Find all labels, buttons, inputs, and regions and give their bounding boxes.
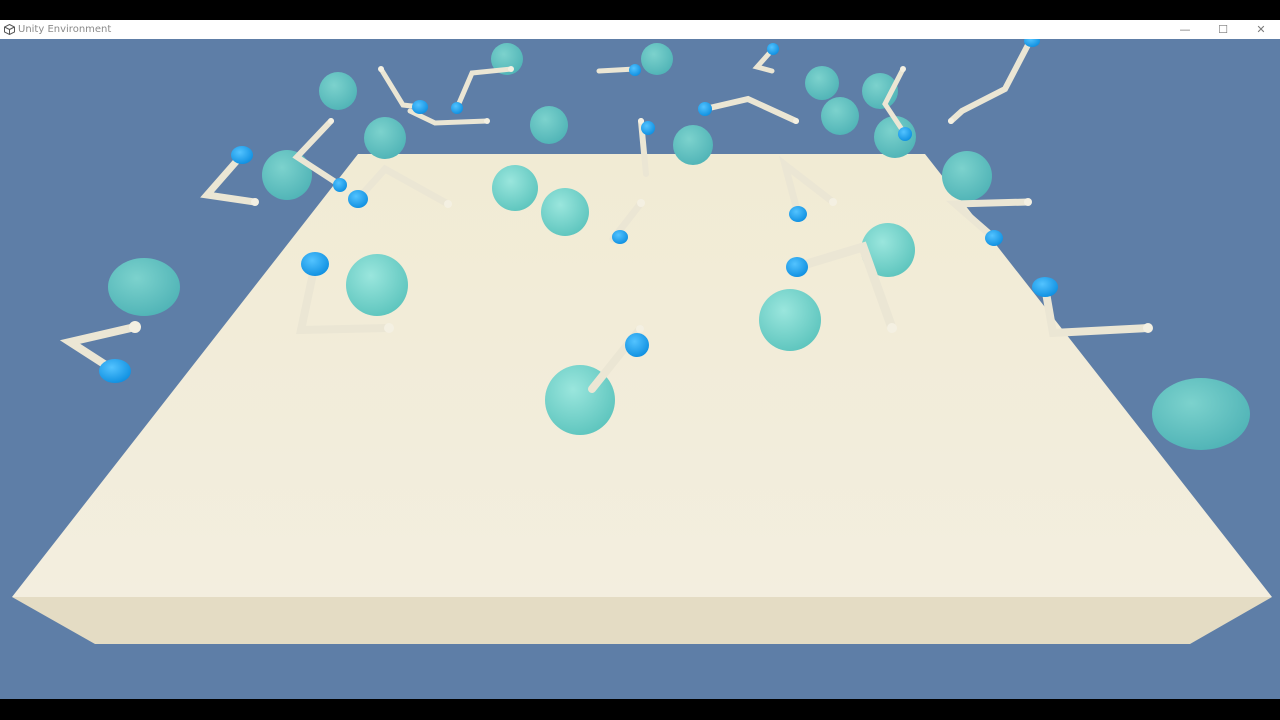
window-controls: — ☐ ✕ bbox=[1166, 20, 1280, 39]
unity-logo-icon bbox=[3, 24, 15, 36]
minimize-icon: — bbox=[1179, 23, 1191, 36]
reacher-hands bbox=[99, 35, 1058, 383]
maximize-button[interactable]: ☐ bbox=[1204, 20, 1242, 39]
target-spheres bbox=[108, 43, 1250, 450]
reacher-arms bbox=[59, 38, 1152, 393]
window-title: Unity Environment bbox=[18, 24, 112, 35]
maximize-icon: ☐ bbox=[1218, 23, 1228, 36]
scene-canvas bbox=[0, 35, 1280, 699]
close-button[interactable]: ✕ bbox=[1242, 20, 1280, 39]
close-icon: ✕ bbox=[1256, 23, 1266, 36]
game-viewport[interactable] bbox=[0, 35, 1280, 699]
minimize-button[interactable]: — bbox=[1166, 20, 1204, 39]
arm-joints bbox=[129, 66, 1153, 333]
unity-window: Unity Environment — ☐ ✕ bbox=[0, 20, 1280, 699]
title-bar[interactable]: Unity Environment — ☐ ✕ bbox=[0, 20, 1280, 39]
